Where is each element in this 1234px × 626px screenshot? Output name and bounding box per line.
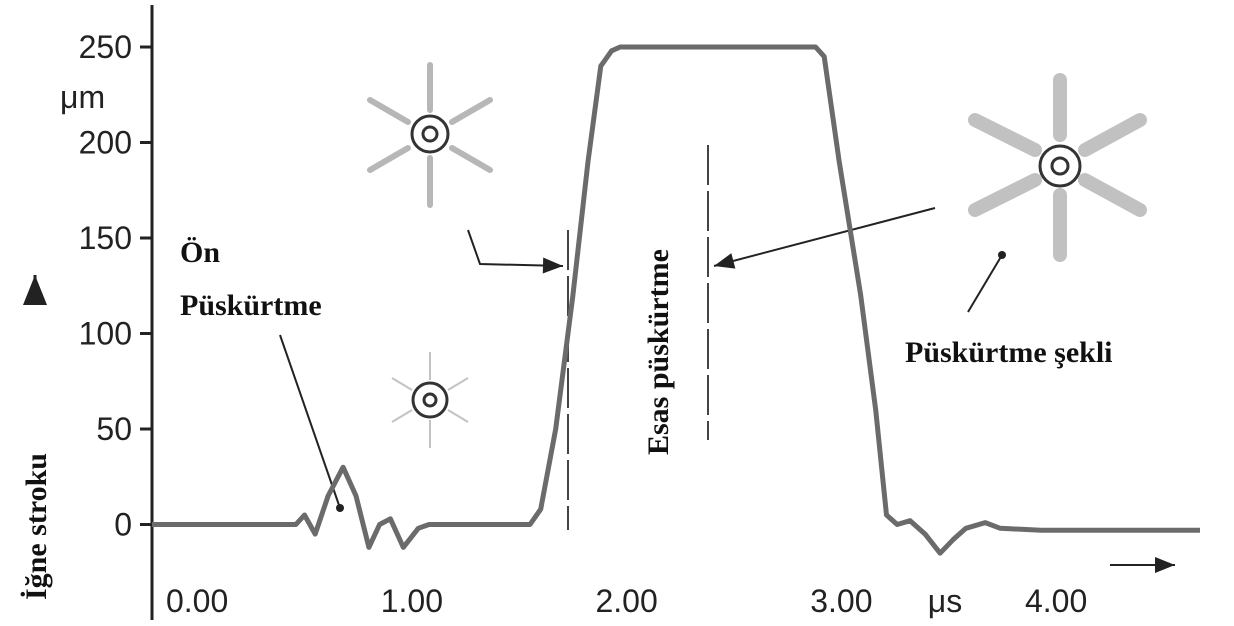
x-tick-label: 0.00 xyxy=(166,583,228,619)
spray-icon xyxy=(370,65,490,205)
y-axis-label: İğne stroku xyxy=(20,453,53,600)
x-tick-label: 4.00 xyxy=(1025,583,1087,619)
annotation: Esas püskürtme xyxy=(642,249,675,455)
chart: İğne stroku μm μs Ön Püskürtme Esas püsk… xyxy=(0,0,1234,626)
x-tick-label: 3.00 xyxy=(810,583,872,619)
x-tick-label: 2.00 xyxy=(595,583,657,619)
annotation-arrow xyxy=(468,230,563,266)
y-tick-label: 250 xyxy=(79,29,132,65)
y-unit: μm xyxy=(60,79,105,115)
annotation-dot xyxy=(336,504,344,512)
annotation: Püskürtme xyxy=(180,289,322,322)
spray-target xyxy=(412,116,448,152)
spray-icon xyxy=(975,80,1140,255)
x-tick-label: 1.00 xyxy=(381,583,443,619)
spray-icon xyxy=(392,352,468,448)
annotation-dot xyxy=(998,251,1006,259)
annotation-line xyxy=(968,255,1002,312)
y-tick-label: 150 xyxy=(79,220,132,256)
y-tick-label: 200 xyxy=(79,125,132,161)
spray-target xyxy=(1040,146,1080,186)
spray-target xyxy=(413,383,447,417)
y-tick-label: 0 xyxy=(114,507,132,543)
y-tick-label: 100 xyxy=(79,316,132,352)
annotation-arrow xyxy=(714,208,935,266)
x-unit: μs xyxy=(928,583,962,619)
y-tick-label: 50 xyxy=(96,411,132,447)
annotation: Püskürtme şekli xyxy=(905,336,1113,369)
annotation: Ön xyxy=(180,236,220,269)
annotation-line xyxy=(280,335,340,508)
